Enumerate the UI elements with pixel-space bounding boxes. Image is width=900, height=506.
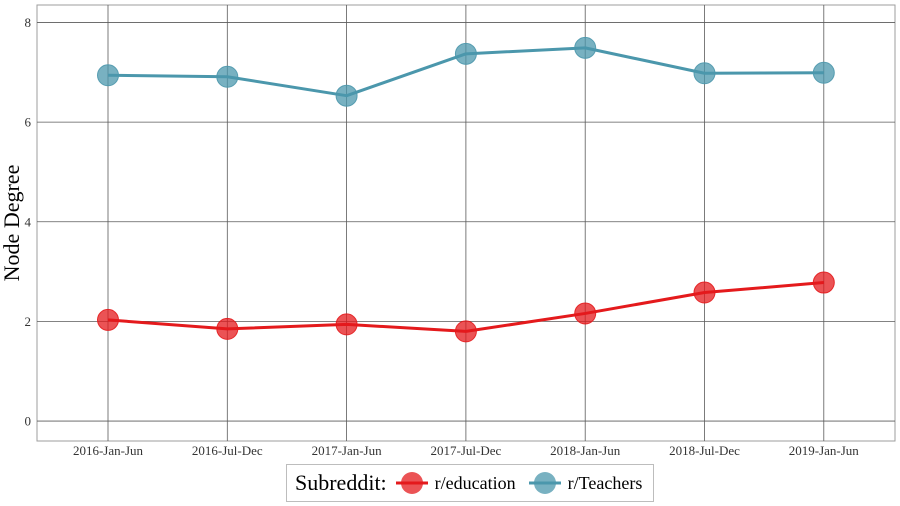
legend-label-teachers: r/Teachers — [567, 472, 643, 493]
data-point-r-education-2016-Jan-Jun — [97, 308, 119, 331]
x-tick-label-2017-Jul-Dec: 2017-Jul-Dec — [431, 443, 502, 458]
legend-title: Subreddit: — [295, 470, 387, 495]
x-axis-tick-labels: 2016-Jan-Jun 2016-Jul-Dec 2017-Jan-Jun 2017… — [73, 443, 859, 458]
data-point-r-teachers-2016-Jan-Jun — [97, 64, 119, 87]
data-point-r-teachers-2019-Jan-Jun — [812, 61, 835, 84]
data-point-r-education-2017-Jan-Jun — [335, 313, 358, 336]
data-point-r-education-2016-Jul-Dec — [216, 317, 239, 340]
y-tick-label-2: 2 — [25, 314, 32, 329]
grid-lines — [37, 5, 895, 441]
series-layer — [97, 36, 835, 343]
x-tick-label-2018-Jan-Jun: 2018-Jan-Jun — [550, 443, 621, 458]
data-point-r-education-2018-Jan-Jun — [574, 302, 597, 325]
data-point-r-teachers-2018-Jan-Jun — [574, 36, 597, 59]
data-point-r-education-2017-Jul-Dec — [454, 320, 477, 343]
data-point-r-education-2018-Jul-Dec — [693, 281, 716, 304]
data-point-r-teachers-2018-Jul-Dec — [693, 62, 716, 85]
y-tick-label-4: 4 — [25, 214, 32, 229]
x-tick-label-2016-Jul-Dec: 2016-Jul-Dec — [192, 443, 263, 458]
x-tick-label-2018-Jul-Dec: 2018-Jul-Dec — [669, 443, 740, 458]
data-point-r-teachers-2017-Jan-Jun — [335, 84, 358, 107]
legend-key-education — [395, 472, 428, 494]
x-tick-label-2017-Jan-Jun: 2017-Jan-Jun — [312, 443, 383, 458]
data-point-r-teachers-2016-Jul-Dec — [216, 65, 239, 88]
legend-label-education: r/education — [434, 472, 516, 493]
y-axis-title: Node Degree — [0, 165, 24, 282]
data-point-r-education-2019-Jan-Jun — [812, 271, 835, 294]
legend-item-education: r/education — [395, 468, 516, 498]
y-axis-tick-labels: 0 2 4 6 8 — [25, 15, 32, 429]
legend: Subreddit: r/education r/Teachers — [286, 464, 654, 502]
x-tick-label-2016-Jan-Jun: 2016-Jan-Jun — [73, 443, 144, 458]
legend-item-teachers: r/Teachers — [528, 468, 643, 498]
y-tick-label-6: 6 — [25, 115, 32, 130]
data-point-r-teachers-2017-Jul-Dec — [454, 42, 477, 65]
y-tick-label-8: 8 — [25, 15, 32, 30]
x-tick-label-2019-Jan-Jun: 2019-Jan-Jun — [789, 443, 860, 458]
y-tick-label-0: 0 — [25, 414, 32, 429]
legend-key-teachers — [528, 472, 561, 494]
